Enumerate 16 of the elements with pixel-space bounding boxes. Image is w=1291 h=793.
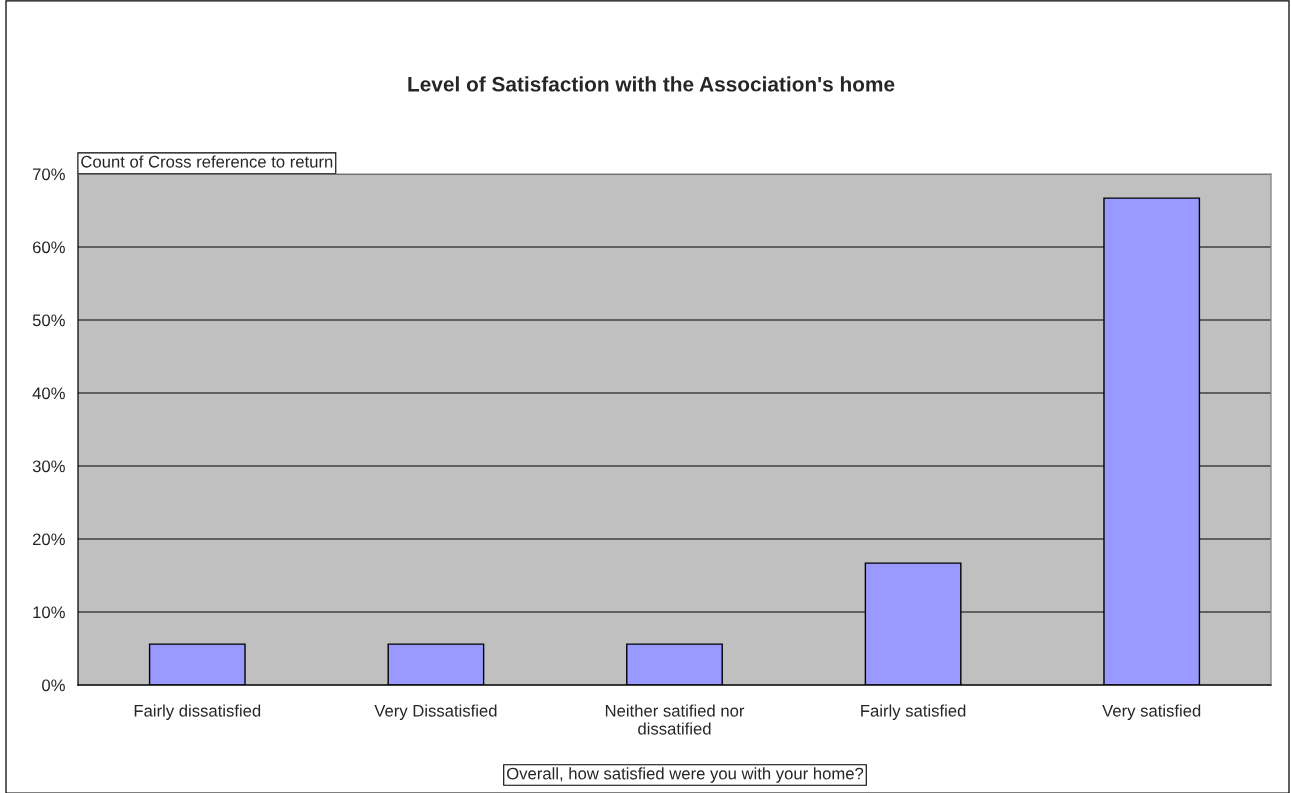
y-tick-label: 70% — [33, 168, 65, 181]
x-axis-title: Overall, how satisfied were you with your home? — [507, 767, 864, 783]
y-tick-label: 50% — [32, 314, 65, 327]
x-tick-label: Fairly dissatisfied — [134, 704, 261, 720]
y-tick-label: 60% — [32, 241, 65, 254]
y-tick-label: 10% — [33, 606, 65, 619]
y-tick-label: 0% — [42, 679, 65, 692]
y-tick-label: 30% — [32, 460, 65, 473]
y-tick-label: 20% — [32, 533, 65, 546]
x-tick-label: Fairly satisfied — [861, 704, 966, 720]
y-axis-title: Count of Cross reference to return — [81, 155, 333, 168]
x-tick-label: Very satisfied — [1102, 704, 1201, 720]
x-tick-label: Very Dissatisfied — [374, 704, 497, 720]
chart-title: Level of Satisfaction with the Association's home — [408, 76, 895, 92]
x-tick-label: Neither satified nor dissatified — [605, 704, 745, 735]
y-tick-label: 40% — [32, 387, 65, 400]
